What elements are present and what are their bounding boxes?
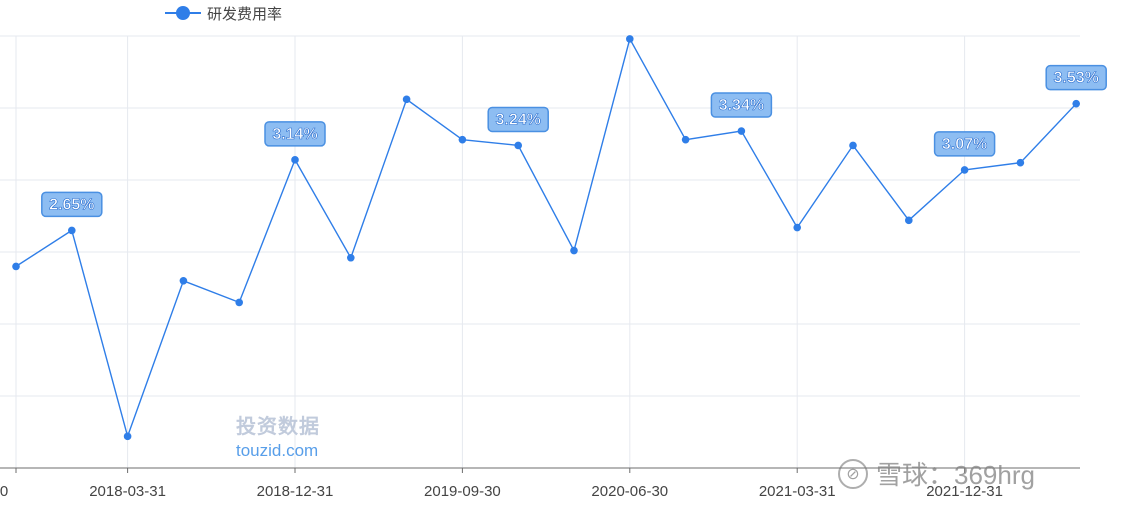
grid-layer bbox=[0, 35, 1080, 469]
data-label: 3.14% bbox=[272, 126, 317, 143]
data-point bbox=[905, 216, 913, 225]
legend-label: 研发费用率 bbox=[207, 4, 283, 23]
x-tick-label: 2020-06-30 bbox=[591, 483, 668, 500]
legend: 研发费用率 bbox=[165, 3, 282, 23]
x-tick-label: 2018-03-31 bbox=[89, 483, 166, 500]
data-label: 3.07% bbox=[942, 136, 987, 153]
data-point bbox=[235, 298, 243, 307]
data-point bbox=[179, 277, 188, 285]
x-tick-label: 0 bbox=[0, 483, 8, 500]
series-line bbox=[15, 37, 1077, 439]
legend-line-marker bbox=[165, 6, 201, 20]
data-label-box bbox=[1045, 64, 1107, 91]
data-point bbox=[681, 135, 690, 144]
data-label: 2.65% bbox=[49, 196, 94, 213]
data-point bbox=[626, 35, 634, 43]
x-tick-label: 2021-03-31 bbox=[759, 483, 836, 500]
data-label-box bbox=[710, 92, 773, 118]
data-label: 3.53% bbox=[1054, 70, 1099, 87]
x-tick-label: 2019-09-30 bbox=[424, 483, 501, 500]
data-point bbox=[68, 226, 76, 235]
data-label-box bbox=[264, 121, 326, 147]
data-point bbox=[402, 95, 411, 104]
x-tick-label: 2018-12-31 bbox=[257, 483, 334, 500]
data-point bbox=[123, 432, 132, 441]
xueqiu-watermark: ⊘ 雪球：369hrg bbox=[838, 455, 1035, 492]
data-point bbox=[960, 166, 969, 174]
x-tick-label: 2021-12-31 bbox=[926, 483, 1003, 500]
data-label: 3.34% bbox=[719, 97, 764, 114]
data-point bbox=[347, 253, 355, 262]
data-point bbox=[737, 127, 746, 135]
data-point bbox=[514, 141, 522, 150]
xueqiu-icon: ⊘ bbox=[838, 458, 868, 489]
data-point bbox=[12, 262, 20, 271]
data-point bbox=[849, 141, 857, 150]
data-label: 3.24% bbox=[496, 111, 541, 128]
data-point bbox=[1016, 158, 1025, 167]
data-label-box bbox=[487, 106, 549, 133]
data-point bbox=[570, 246, 578, 255]
watermark: 投资数据 touzid.com bbox=[236, 410, 320, 461]
series-layer bbox=[12, 35, 1080, 441]
watermark-en: touzid.com bbox=[236, 441, 319, 460]
data-point bbox=[291, 156, 299, 164]
data-point bbox=[793, 223, 801, 232]
x-axis: 0 2018-03-31 2018-12-31 2019-09-30 2020-06-3… bbox=[0, 467, 1080, 500]
data-label-box bbox=[41, 191, 103, 218]
xueqiu-text: 雪球：369hrg bbox=[876, 460, 1035, 490]
legend-dot-icon bbox=[176, 6, 190, 20]
data-label-box bbox=[933, 131, 996, 157]
data-point bbox=[1072, 99, 1080, 108]
data-point bbox=[458, 135, 467, 144]
data-label-layer: 2.65% 3.14% 3.24% 3.34% 3.07% 3.53% bbox=[41, 64, 1107, 218]
watermark-cn: 投资数据 bbox=[236, 414, 320, 438]
